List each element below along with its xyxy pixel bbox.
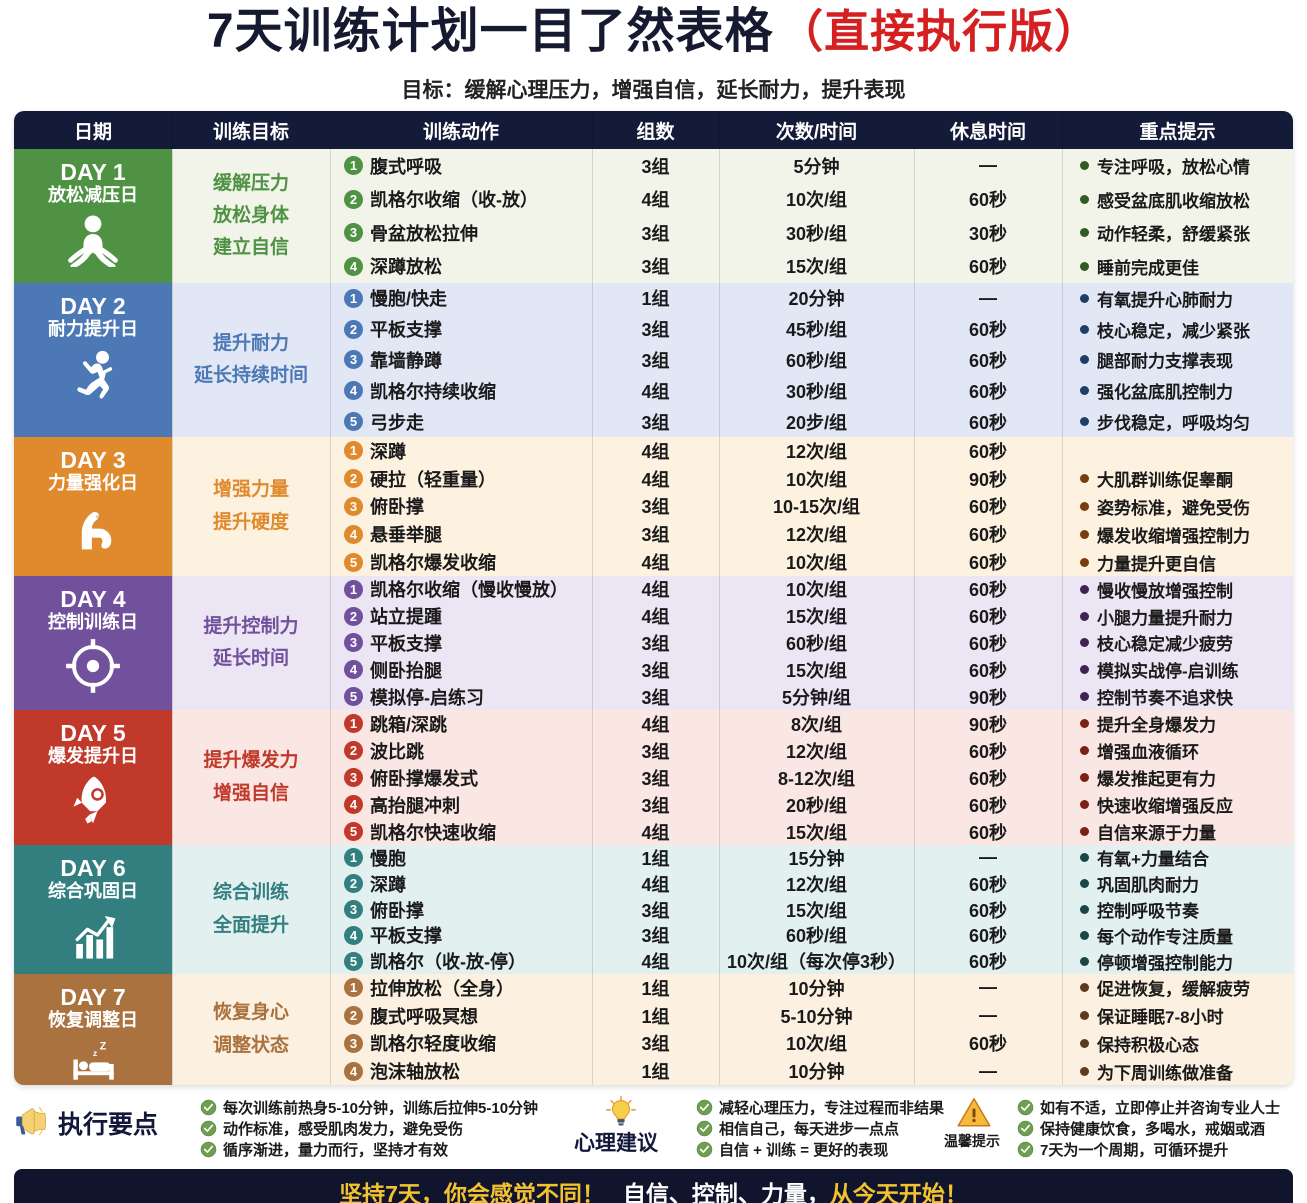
svg-text:z: z [93,1048,97,1058]
svg-text:Z: Z [100,1040,107,1052]
